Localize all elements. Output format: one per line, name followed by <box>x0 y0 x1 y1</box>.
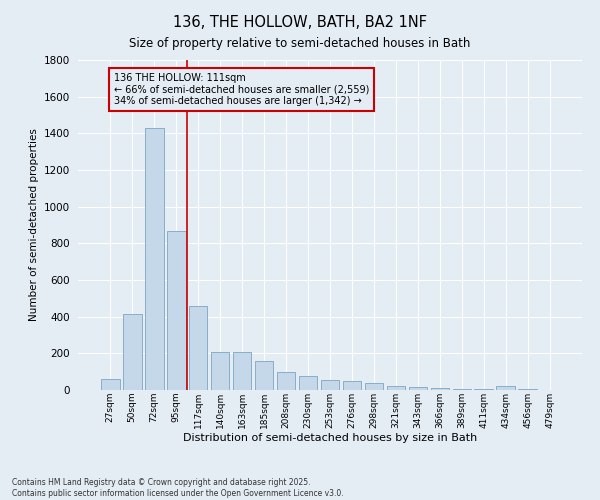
Text: Contains HM Land Registry data © Crown copyright and database right 2025.
Contai: Contains HM Land Registry data © Crown c… <box>12 478 344 498</box>
Y-axis label: Number of semi-detached properties: Number of semi-detached properties <box>29 128 38 322</box>
Bar <box>167 230 185 390</box>
Bar <box>233 352 251 390</box>
Bar <box>518 389 537 390</box>
Text: 136 THE HOLLOW: 111sqm
← 66% of semi-detached houses are smaller (2,559)
34% of : 136 THE HOLLOW: 111sqm ← 66% of semi-det… <box>113 73 369 106</box>
Text: Size of property relative to semi-detached houses in Bath: Size of property relative to semi-detach… <box>130 38 470 51</box>
Bar <box>431 388 449 390</box>
Bar <box>101 379 119 390</box>
Bar <box>255 360 274 390</box>
Bar <box>299 376 317 390</box>
Bar <box>123 314 142 390</box>
Bar <box>145 128 164 390</box>
Bar <box>475 389 493 390</box>
Bar <box>386 386 405 390</box>
Bar <box>320 380 340 390</box>
Bar <box>343 381 361 390</box>
Text: 136, THE HOLLOW, BATH, BA2 1NF: 136, THE HOLLOW, BATH, BA2 1NF <box>173 15 427 30</box>
Bar <box>189 306 208 390</box>
Bar <box>496 386 515 390</box>
Bar <box>452 389 471 390</box>
Bar <box>277 372 295 390</box>
Bar <box>211 352 229 390</box>
X-axis label: Distribution of semi-detached houses by size in Bath: Distribution of semi-detached houses by … <box>183 434 477 444</box>
Bar <box>365 382 383 390</box>
Bar <box>409 387 427 390</box>
